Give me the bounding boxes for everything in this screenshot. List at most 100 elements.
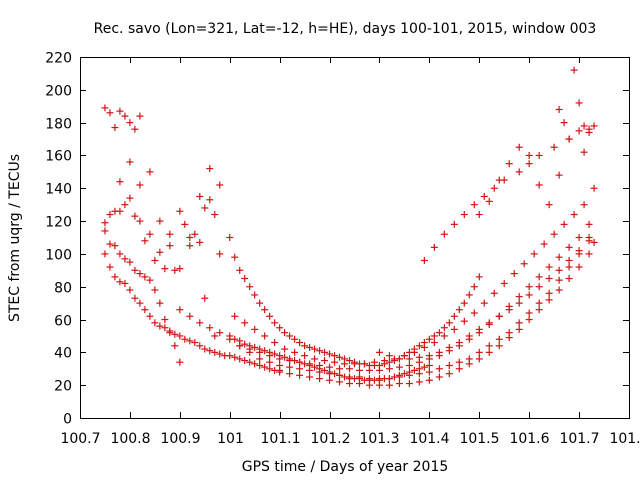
data-point xyxy=(286,363,294,371)
data-point xyxy=(251,360,259,368)
x-tick-label: 101.8 xyxy=(609,431,640,447)
x-tick-label: 101 xyxy=(217,431,244,447)
data-point xyxy=(455,342,463,350)
x-tick-label: 100.8 xyxy=(110,431,150,447)
data-point xyxy=(400,352,408,360)
data-point xyxy=(470,309,478,317)
data-point xyxy=(141,237,149,245)
data-point xyxy=(206,347,214,355)
data-point xyxy=(525,291,533,299)
data-point xyxy=(176,265,184,273)
data-point xyxy=(525,316,533,324)
data-point xyxy=(515,143,523,151)
x-tick-label: 101.7 xyxy=(559,431,599,447)
data-point xyxy=(525,151,533,159)
data-point xyxy=(430,243,438,251)
data-point xyxy=(276,324,284,332)
data-point xyxy=(126,119,134,127)
data-point xyxy=(331,358,339,366)
data-point xyxy=(565,263,573,271)
data-point xyxy=(575,234,583,241)
data-point xyxy=(286,370,294,378)
data-point xyxy=(146,312,154,320)
data-point xyxy=(206,324,214,332)
data-point xyxy=(326,376,334,384)
data-point xyxy=(186,242,194,250)
data-point xyxy=(395,380,403,388)
data-point xyxy=(186,337,194,345)
data-point xyxy=(141,306,149,314)
data-point xyxy=(226,335,234,343)
data-point xyxy=(106,211,114,219)
data-point xyxy=(161,316,169,324)
y-tick-label: 0 xyxy=(63,412,72,428)
data-point xyxy=(450,325,458,333)
data-point xyxy=(206,165,214,173)
data-point xyxy=(535,283,543,291)
data-point xyxy=(336,365,344,373)
data-point xyxy=(336,378,344,386)
data-point xyxy=(590,238,598,246)
data-point xyxy=(326,363,334,371)
data-point xyxy=(196,319,204,327)
data-point xyxy=(321,348,329,356)
data-point xyxy=(585,220,593,228)
data-point xyxy=(545,289,553,297)
data-point xyxy=(271,339,279,347)
data-point xyxy=(126,194,134,202)
data-point xyxy=(136,112,144,120)
plot-frame xyxy=(80,57,630,419)
data-point xyxy=(380,357,388,365)
data-point xyxy=(231,312,239,320)
data-point xyxy=(405,355,413,363)
data-point xyxy=(326,370,334,378)
data-point xyxy=(590,184,598,192)
data-point xyxy=(445,361,453,369)
data-point xyxy=(231,253,239,261)
x-tick-label: 101.1 xyxy=(260,431,300,447)
data-point xyxy=(311,363,319,371)
data-point xyxy=(296,371,304,379)
data-point xyxy=(560,220,568,228)
data-point xyxy=(420,343,428,351)
x-tick-label: 101.4 xyxy=(409,431,449,447)
data-points xyxy=(101,66,598,389)
x-tick-label: 101.5 xyxy=(459,431,499,447)
data-point xyxy=(131,212,139,220)
data-point xyxy=(121,201,129,209)
data-point xyxy=(111,124,119,132)
data-point xyxy=(186,234,194,241)
data-point xyxy=(505,334,513,342)
data-point xyxy=(146,276,154,284)
data-point xyxy=(246,283,254,291)
data-point xyxy=(161,324,169,332)
data-point xyxy=(246,345,254,353)
data-point xyxy=(256,355,264,363)
y-axis: 0 20 40 60 80 100 120 140 160 180 200 220 xyxy=(45,51,629,428)
data-point xyxy=(166,242,174,250)
data-point xyxy=(201,294,209,302)
data-point xyxy=(575,99,583,107)
y-tick-label: 160 xyxy=(45,149,72,165)
data-point xyxy=(106,109,114,117)
data-point xyxy=(251,343,259,351)
data-point xyxy=(116,207,124,215)
data-point xyxy=(495,312,503,320)
data-point xyxy=(186,312,194,320)
data-point xyxy=(266,365,274,373)
data-point xyxy=(316,375,324,383)
data-point xyxy=(291,348,299,356)
data-point xyxy=(440,332,448,340)
data-point xyxy=(470,201,478,209)
x-axis-label: GPS time / Days of year 2015 xyxy=(242,459,449,475)
data-point xyxy=(520,260,528,268)
data-point xyxy=(525,160,533,168)
data-point xyxy=(266,312,274,320)
data-point xyxy=(575,247,583,255)
data-point xyxy=(176,358,184,366)
data-point xyxy=(545,296,553,304)
data-point xyxy=(385,365,393,373)
data-point xyxy=(121,279,129,287)
data-point xyxy=(575,263,583,271)
data-point xyxy=(435,329,443,337)
